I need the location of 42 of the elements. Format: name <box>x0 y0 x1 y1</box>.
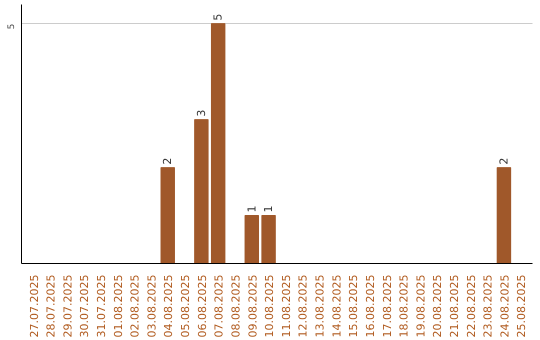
x-tick-label: 28.07.2025 <box>44 274 58 338</box>
x-tick-label: 08.08.2025 <box>229 274 242 338</box>
x-tick-label: 02.08.2025 <box>128 274 142 338</box>
x-tick-label: 27.07.2025 <box>28 274 41 338</box>
x-tick-label: 16.08.2025 <box>364 274 377 338</box>
bar <box>160 167 175 264</box>
x-tick-label: 05.08.2025 <box>179 274 192 338</box>
x-tick-label: 14.08.2025 <box>330 274 344 338</box>
bar <box>244 215 260 264</box>
data-label: 2 <box>497 158 510 165</box>
x-tick-label: 13.08.2025 <box>314 274 327 338</box>
x-tick-label: 30.07.2025 <box>78 274 92 338</box>
data-label: 5 <box>212 14 225 21</box>
x-tick-label: 18.08.2025 <box>398 274 411 338</box>
x-tick-label: 09.08.2025 <box>246 274 260 338</box>
data-label: 2 <box>161 158 174 165</box>
x-tick-label: 17.08.2025 <box>380 274 394 338</box>
x-tick-label: 22.08.2025 <box>464 274 478 338</box>
data-label: 1 <box>245 206 258 213</box>
x-tick-label: 24.08.2025 <box>498 274 512 338</box>
x-tick-label: 04.08.2025 <box>162 274 176 338</box>
x-tick-label: 10.08.2025 <box>263 274 276 338</box>
x-tick-label: 19.08.2025 <box>414 274 428 338</box>
x-tick-label: 25.08.2025 <box>515 274 528 338</box>
x-tick-label: 11.08.2025 <box>280 274 293 338</box>
x-tick-label: 03.08.2025 <box>145 274 158 338</box>
x-tick-label: 12.08.2025 <box>296 274 310 338</box>
x-tick-label: 15.08.2025 <box>347 274 360 338</box>
x-tick-label: 31.07.2025 <box>95 274 108 338</box>
data-label: 3 <box>194 110 208 117</box>
bar <box>496 167 512 264</box>
x-tick-label: 01.08.2025 <box>112 274 125 338</box>
x-tick-label: 07.08.2025 <box>212 274 226 338</box>
data-label: 1 <box>262 206 276 213</box>
x-tick-label: 21.08.2025 <box>448 274 461 338</box>
x-tick-label: 29.07.2025 <box>61 274 74 338</box>
x-tick-label: 23.08.2025 <box>482 274 495 338</box>
x-tick-label: 06.08.2025 <box>196 274 209 338</box>
x-tick-label: 20.08.2025 <box>431 274 444 338</box>
bar <box>210 23 226 264</box>
bar <box>194 119 209 264</box>
bar <box>261 215 276 264</box>
